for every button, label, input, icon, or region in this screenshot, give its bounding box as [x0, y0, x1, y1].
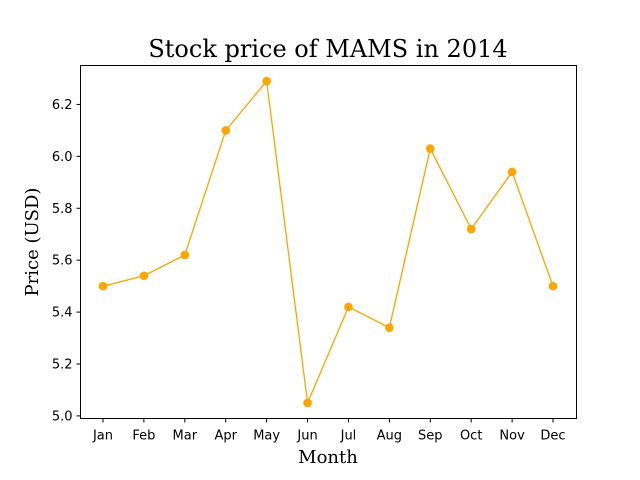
x-tick-label: Feb — [132, 429, 155, 444]
y-tick-label: 5.2 — [52, 357, 73, 372]
series-line — [102, 79, 554, 406]
data-point-may — [262, 76, 271, 86]
data-point-aug — [385, 323, 394, 332]
plot-frame — [80, 65, 577, 419]
y-tick-label: 5.8 — [52, 202, 73, 217]
data-point-oct — [466, 224, 476, 234]
y-tick-label: 6.0 — [52, 150, 73, 165]
data-point-nov — [507, 167, 517, 177]
data-point-apr — [221, 126, 231, 135]
y-tick-label: 5.0 — [52, 409, 73, 424]
y-tick-label: 6.2 — [52, 98, 73, 113]
data-series — [98, 76, 558, 408]
x-tick-label: Apr — [214, 429, 237, 444]
data-point-jul — [344, 302, 353, 312]
data-point-feb — [139, 271, 149, 281]
x-tick-label: Oct — [460, 429, 482, 444]
x-tick-label: Mar — [173, 429, 198, 444]
y-tick-label: 5.6 — [52, 254, 73, 269]
data-point-jun — [303, 398, 312, 408]
x-tick-label: Jun — [296, 429, 317, 444]
x-tick-label: Sep — [418, 429, 443, 444]
data-point-sep — [425, 144, 435, 153]
chart-title: Stock price of MAMS in 2014 — [148, 35, 507, 63]
y-axis-label: Price (USD) — [22, 188, 43, 297]
x-axis: Jan Feb Mar Apr May Jun Jul Aug Sep Oct Nov Dec — [92, 418, 566, 444]
x-tick-label: Jul — [340, 429, 357, 444]
data-point-jan — [98, 281, 108, 291]
x-tick-label: Nov — [499, 429, 525, 444]
x-tick-label: Dec — [540, 429, 565, 444]
x-axis-label: Month — [298, 447, 358, 468]
x-tick-label: Aug — [377, 429, 402, 444]
data-point-mar — [180, 250, 190, 260]
data-point-dec — [548, 281, 558, 291]
y-axis: 5.0 5.2 5.4 5.6 5.8 6.0 6.2 — [52, 98, 81, 424]
y-tick-label: 5.4 — [52, 306, 73, 321]
x-tick-label: Jan — [92, 429, 113, 444]
x-tick-label: May — [253, 429, 280, 444]
